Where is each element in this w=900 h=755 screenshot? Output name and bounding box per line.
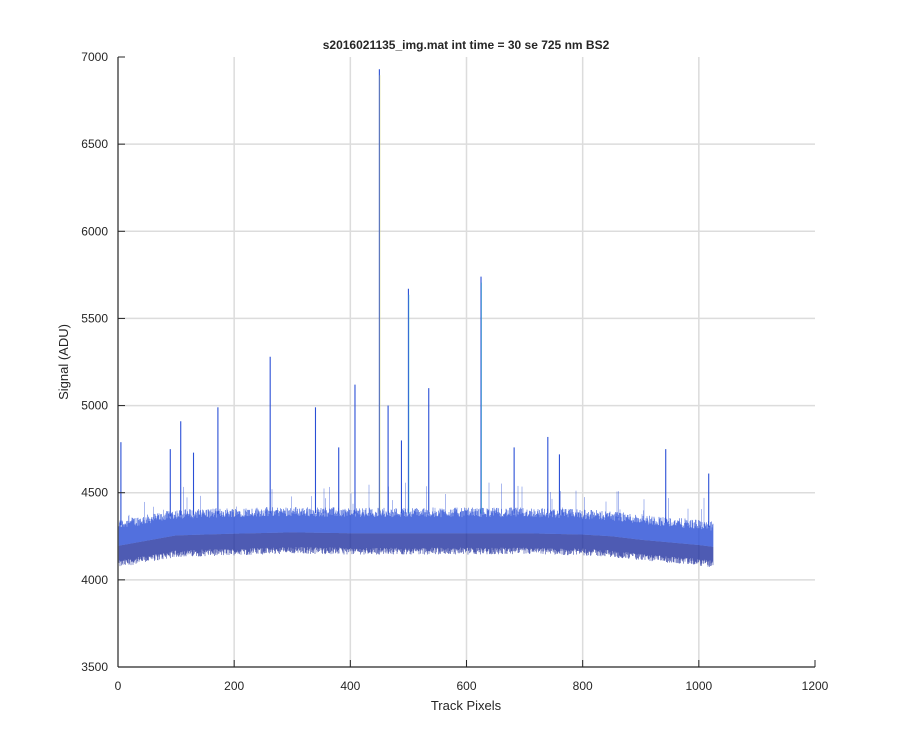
y-tick-label: 4500 bbox=[81, 486, 108, 500]
y-tick-label: 7000 bbox=[81, 50, 108, 64]
chart-title: s2016021135_img.mat int time = 30 se 725… bbox=[323, 38, 610, 52]
y-tick-label: 6500 bbox=[81, 137, 108, 151]
data-layer bbox=[118, 69, 714, 567]
x-tick-label: 400 bbox=[340, 679, 360, 693]
x-tick-label: 600 bbox=[456, 679, 476, 693]
y-tick-label: 5500 bbox=[81, 311, 108, 325]
x-tick-label: 1000 bbox=[685, 679, 712, 693]
axes-layer: 0 200 400 600 800 1000 1200 3500 4000 4500 5000 550… bbox=[81, 50, 828, 693]
y-axis-label: Signal (ADU) bbox=[56, 324, 71, 400]
x-tick-label: 800 bbox=[573, 679, 593, 693]
x-tick-label: 1200 bbox=[802, 679, 829, 693]
grid-layer bbox=[118, 57, 815, 667]
y-tick-label: 4000 bbox=[81, 573, 108, 587]
y-tick-label: 5000 bbox=[81, 399, 108, 413]
signal-band bbox=[118, 482, 714, 567]
x-axis-label: Track Pixels bbox=[431, 698, 502, 713]
y-tick-label: 3500 bbox=[81, 660, 108, 674]
x-tick-label: 200 bbox=[224, 679, 244, 693]
y-tick-label: 6000 bbox=[81, 224, 108, 238]
x-tick-label: 0 bbox=[115, 679, 122, 693]
